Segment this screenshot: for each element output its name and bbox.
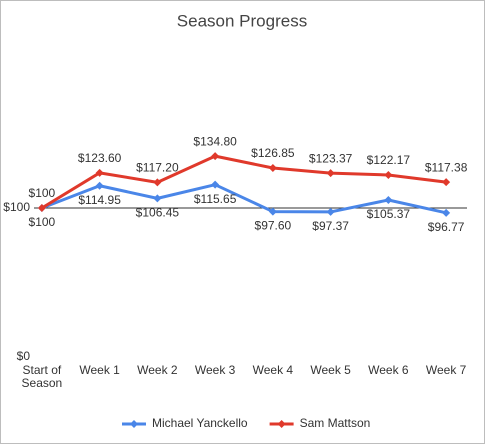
series-line [41,154,447,210]
data-label: $123.60 [78,151,122,165]
data-point [211,180,220,189]
data-label: $106.45 [136,206,180,220]
data-point [326,207,335,216]
data-point [37,204,46,212]
data-label: $134.80 [193,134,237,148]
x-tick-label: Week 1 [79,363,120,377]
data-label: $114.95 [78,193,121,207]
x-tick-label: Week 2 [137,363,178,377]
data-label: $105.37 [367,207,411,221]
legend: Michael Yanckello Sam Mattson [122,416,370,430]
data-point [384,170,393,179]
data-point [153,178,162,187]
x-tick-label: Week 7 [426,363,467,377]
legend-marker [277,420,286,428]
data-point [442,208,451,217]
data-label: $123.37 [309,151,353,165]
data-label: $117.38 [425,160,468,174]
data-point [95,181,104,190]
series-line [41,183,447,215]
data-label: $122.17 [367,153,411,167]
data-point [211,152,220,161]
data-point [153,194,162,203]
chart-title: Season Progress [177,11,307,30]
data-label: $96.77 [428,220,465,234]
data-label: $117.20 [136,161,179,175]
data-label: $97.60 [255,219,292,233]
y-tick-label: $0 [17,349,31,363]
data-point [95,168,104,177]
data-point [268,163,277,172]
data-point [384,195,393,204]
data-label: $100 [29,215,56,229]
x-tick-label: Week 4 [253,363,294,377]
data-point [268,207,277,216]
x-tick-label: Start of Season [22,363,63,390]
y-tick-label: $100 [3,200,30,214]
x-tick-label: Week 3 [195,363,236,377]
legend-label: Michael Yanckello [152,416,248,430]
legend-label: Sam Mattson [300,416,371,430]
data-label: $97.37 [312,219,349,233]
x-tick-label: Week 5 [310,363,351,377]
legend-marker [130,420,138,428]
data-label: $100 [29,186,56,200]
data-point [442,178,451,187]
data-label: $115.65 [194,192,237,206]
x-tick-label: Week 6 [368,363,409,377]
data-label: $126.85 [251,146,295,160]
data-point [326,169,335,178]
